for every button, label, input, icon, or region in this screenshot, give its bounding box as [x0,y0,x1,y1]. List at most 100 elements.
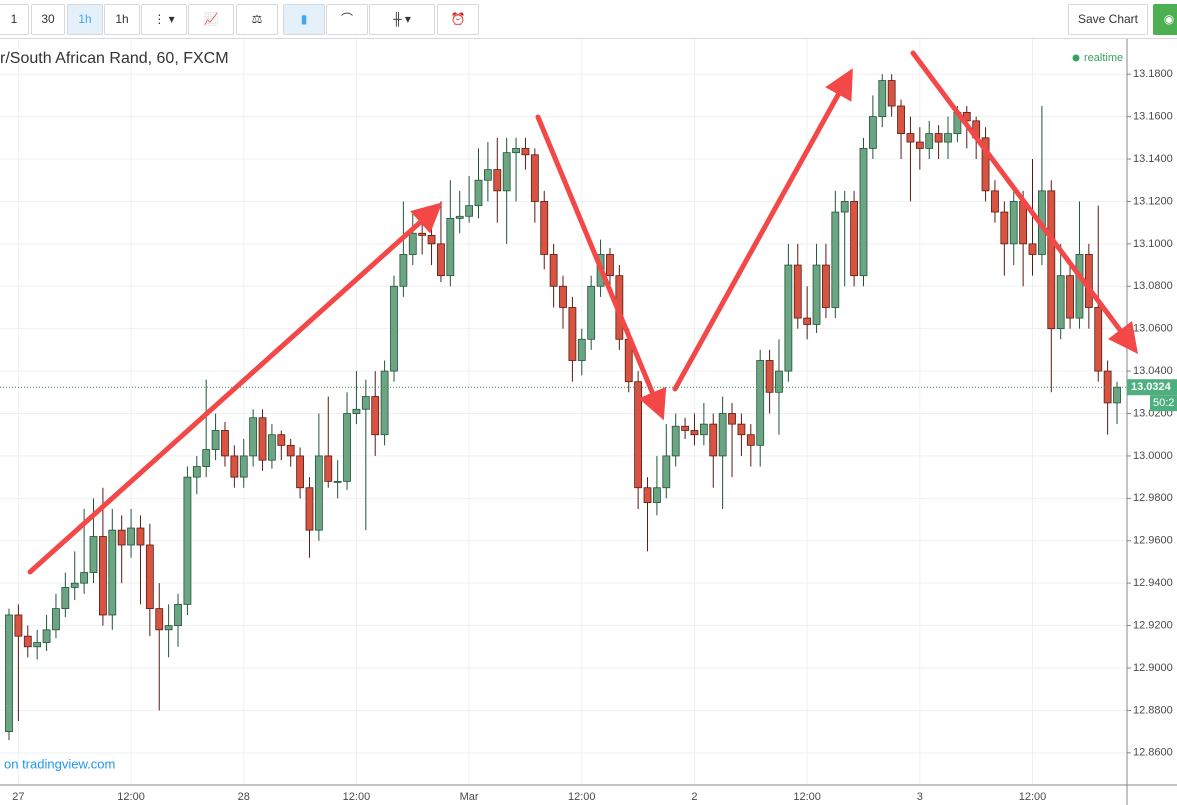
candle-body [493,169,502,192]
candle-body [944,133,952,143]
candle-body [483,169,492,181]
candle-body [699,423,708,436]
arrow [535,114,667,421]
y-tick-label: 13.0600 [1133,323,1173,335]
countdown: 50:2 [1153,397,1174,409]
y-tick-label: 12.8800 [1133,704,1173,716]
line-button[interactable]: ⌒ [326,4,368,35]
candle-body [221,430,229,457]
candle-body [239,455,248,478]
candle-body [925,133,934,149]
x-tick-label: 2 [691,791,697,803]
candle-body [521,148,530,156]
status: realtime [1084,52,1123,64]
x-tick-label: 3 [917,791,923,803]
countdown-badge [1150,395,1177,412]
candle-body [756,360,765,446]
candles [5,74,1121,741]
y-tick-label: 13.1200 [1133,195,1173,207]
candle-body [127,527,135,546]
candle-body [643,487,652,503]
interval-button[interactable]: 30 [31,4,65,35]
candle-body [1000,211,1009,245]
annotation-arrows [27,50,1138,575]
y-tick-label: 12.9800 [1133,492,1173,504]
indicators-button[interactable]: 📈 [188,4,234,35]
candle-body [690,430,699,436]
candle-body [775,370,783,393]
candle-body [746,434,755,446]
save-chart-button[interactable]: Save Chart [1068,4,1148,35]
interval-button[interactable]: 1h [104,4,140,35]
interval-button[interactable]: 1h [67,4,103,35]
candle-body [549,254,558,287]
candle-body [192,466,201,478]
candle-body [268,434,276,461]
more-button[interactable]: ⋮ ▾ [141,4,187,35]
candle-body [1019,201,1028,245]
candle-body [577,338,586,361]
alert-button[interactable]: ⏰ [437,4,479,35]
candle-body [108,529,117,616]
candle-body [915,141,924,149]
candle-body [1113,386,1121,404]
candle-body [822,264,830,308]
candle-body [1066,275,1074,319]
y-tick-label: 13.0400 [1133,365,1173,377]
y-tick-label: 12.9200 [1133,619,1173,631]
candle-body [333,480,342,483]
candle-body [155,608,164,631]
candle-body [99,536,107,616]
candle-body [1056,275,1065,330]
candle-body [174,603,182,626]
arrow [672,68,853,392]
toolbar: 1 30 1h 1h ⋮ ▾ 📈 ⚖ ▮ ⌒ ╫ ▾ ⏰ Save Chart … [0,0,1177,39]
bars-button[interactable]: ╫ ▾ [369,4,435,35]
candle-body [164,625,173,631]
candle-body [42,629,51,643]
candle-body [709,423,718,457]
candle-body [14,614,23,637]
y-tick-label: 13.0800 [1133,280,1173,292]
candle-body [587,285,596,340]
candle-body [728,413,736,425]
candle-body [117,529,126,546]
candle-body [437,243,445,277]
y-tick-label: 13.1000 [1133,238,1173,250]
candle-body [512,148,520,154]
candle-body [390,285,398,372]
candle-body [737,423,746,436]
candle-body [371,396,380,436]
candle-body [380,370,389,436]
candle-body [52,608,60,631]
candle-body [427,234,436,245]
interval-button[interactable]: 1 [0,4,29,35]
y-tick-label: 12.9600 [1133,535,1173,547]
candle-body [831,211,840,308]
y-tick-label: 13.1800 [1133,68,1173,80]
candle-body [314,455,323,531]
candle-body [540,201,549,255]
candle-body [897,105,905,134]
candle-body [474,179,483,207]
chart-title: r/South African Rand, 60, FXCM [0,50,229,67]
candle-body [906,133,915,143]
candle-body [662,455,671,489]
candle-body [653,487,661,503]
candle-body [465,205,474,217]
candle-body [80,572,89,584]
candle-body [671,425,680,457]
compare-button[interactable]: ⚖ [236,4,278,35]
candle-body [296,455,304,489]
candle-body [502,152,511,192]
candle-body [33,642,42,648]
y-tick-label: 13.1600 [1133,111,1173,123]
last-price-label: 13.0324 [1131,381,1172,393]
x-tick-label: 12:00 [343,791,371,803]
watermark: on tradingview.com [4,756,115,771]
candle-body [784,264,793,372]
candles-button[interactable]: ▮ [283,4,325,35]
snapshot-button[interactable]: ◉ [1153,4,1177,35]
candle-body [606,254,614,277]
